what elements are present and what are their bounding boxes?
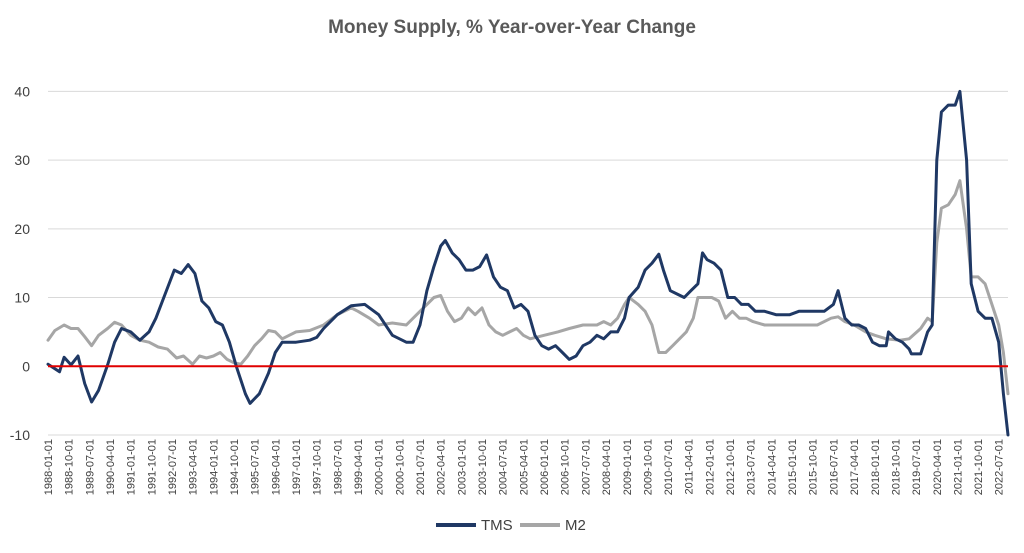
x-tick-label: 1991-10-01 (146, 439, 158, 495)
legend: TMS M2 (436, 517, 586, 534)
y-axis-ticks: -10 0 10 20 30 40 (10, 83, 30, 443)
x-tick-label: 1988-01-01 (43, 439, 55, 495)
x-tick-label: 2002-04-01 (436, 439, 448, 495)
x-tick-label: 2005-04-01 (518, 439, 530, 495)
legend-label-m2: M2 (565, 517, 586, 534)
x-tick-label: 2011-04-01 (684, 439, 696, 494)
gridlines (48, 90, 1008, 436)
x-tick-label: 2020-04-01 (932, 439, 944, 495)
x-tick-label: 2019-07-01 (911, 439, 923, 495)
x-tick-label: 2015-01-01 (787, 439, 799, 495)
x-tick-label: 2014-04-01 (766, 439, 778, 495)
x-tick-label: 1996-04-01 (270, 439, 282, 495)
x-tick-label: 2022-07-01 (994, 439, 1006, 495)
x-tick-label: 2000-01-01 (374, 439, 386, 495)
x-tick-label: 2021-01-01 (953, 439, 965, 495)
x-tick-label: 2008-04-01 (601, 439, 613, 495)
x-tick-label: 2012-01-01 (704, 439, 716, 495)
y-tick-label: 20 (14, 221, 30, 237)
x-tick-label: 2003-10-01 (477, 439, 489, 495)
x-tick-label: 2021-10-01 (973, 439, 985, 495)
x-tick-label: 2015-10-01 (808, 439, 820, 495)
x-axis-ticks: 1988-01-01 1988-10-01 1989-07-01 1990-04-01… (43, 439, 1006, 495)
y-tick-label: 10 (14, 290, 30, 306)
x-tick-label: 2000-10-01 (394, 439, 406, 495)
x-tick-label: 1995-07-01 (250, 439, 262, 495)
x-tick-label: 1988-10-01 (64, 439, 76, 495)
x-tick-label: 1998-07-01 (332, 439, 344, 495)
x-tick-label: 2001-07-01 (415, 439, 427, 495)
x-tick-label: 2018-10-01 (890, 439, 902, 495)
x-tick-label: 1997-10-01 (312, 439, 324, 495)
x-tick-label: 1999-04-01 (353, 439, 365, 495)
y-tick-label: 30 (14, 152, 30, 168)
x-tick-label: 1990-04-01 (105, 439, 117, 495)
x-tick-label: 1997-01-01 (291, 439, 303, 495)
x-tick-label: 2012-10-01 (725, 439, 737, 495)
chart-title: Money Supply, % Year-over-Year Change (328, 17, 696, 38)
x-tick-label: 1992-07-01 (167, 439, 179, 495)
x-tick-label: 2010-07-01 (663, 439, 675, 495)
series-lines (46, 89, 1010, 437)
x-tick-label: 2006-01-01 (539, 439, 551, 495)
y-tick-label: -10 (10, 427, 30, 443)
x-tick-label: 2017-04-01 (849, 439, 861, 495)
x-tick-label: 2016-07-01 (828, 439, 840, 495)
x-tick-label: 1994-10-01 (229, 439, 241, 495)
x-tick-label: 2018-01-01 (870, 439, 882, 495)
series-line-m2 (46, 179, 1010, 396)
x-tick-label: 1994-01-01 (208, 439, 220, 495)
legend-label-tms: TMS (481, 517, 513, 534)
y-tick-label: 0 (22, 358, 30, 374)
x-tick-label: 2007-07-01 (580, 439, 592, 495)
x-tick-label: 2013-07-01 (746, 439, 758, 495)
y-tick-label: 40 (14, 83, 30, 99)
x-tick-label: 2003-01-01 (456, 439, 468, 495)
series-line-tms (46, 89, 1010, 437)
x-tick-label: 1993-04-01 (188, 439, 200, 495)
x-tick-label: 1989-07-01 (84, 439, 96, 495)
x-tick-label: 1991-01-01 (126, 439, 138, 495)
x-tick-label: 2009-01-01 (622, 439, 634, 495)
x-tick-label: 2009-10-01 (642, 439, 654, 495)
x-tick-label: 2006-10-01 (560, 439, 572, 495)
x-tick-label: 2004-07-01 (498, 439, 510, 495)
